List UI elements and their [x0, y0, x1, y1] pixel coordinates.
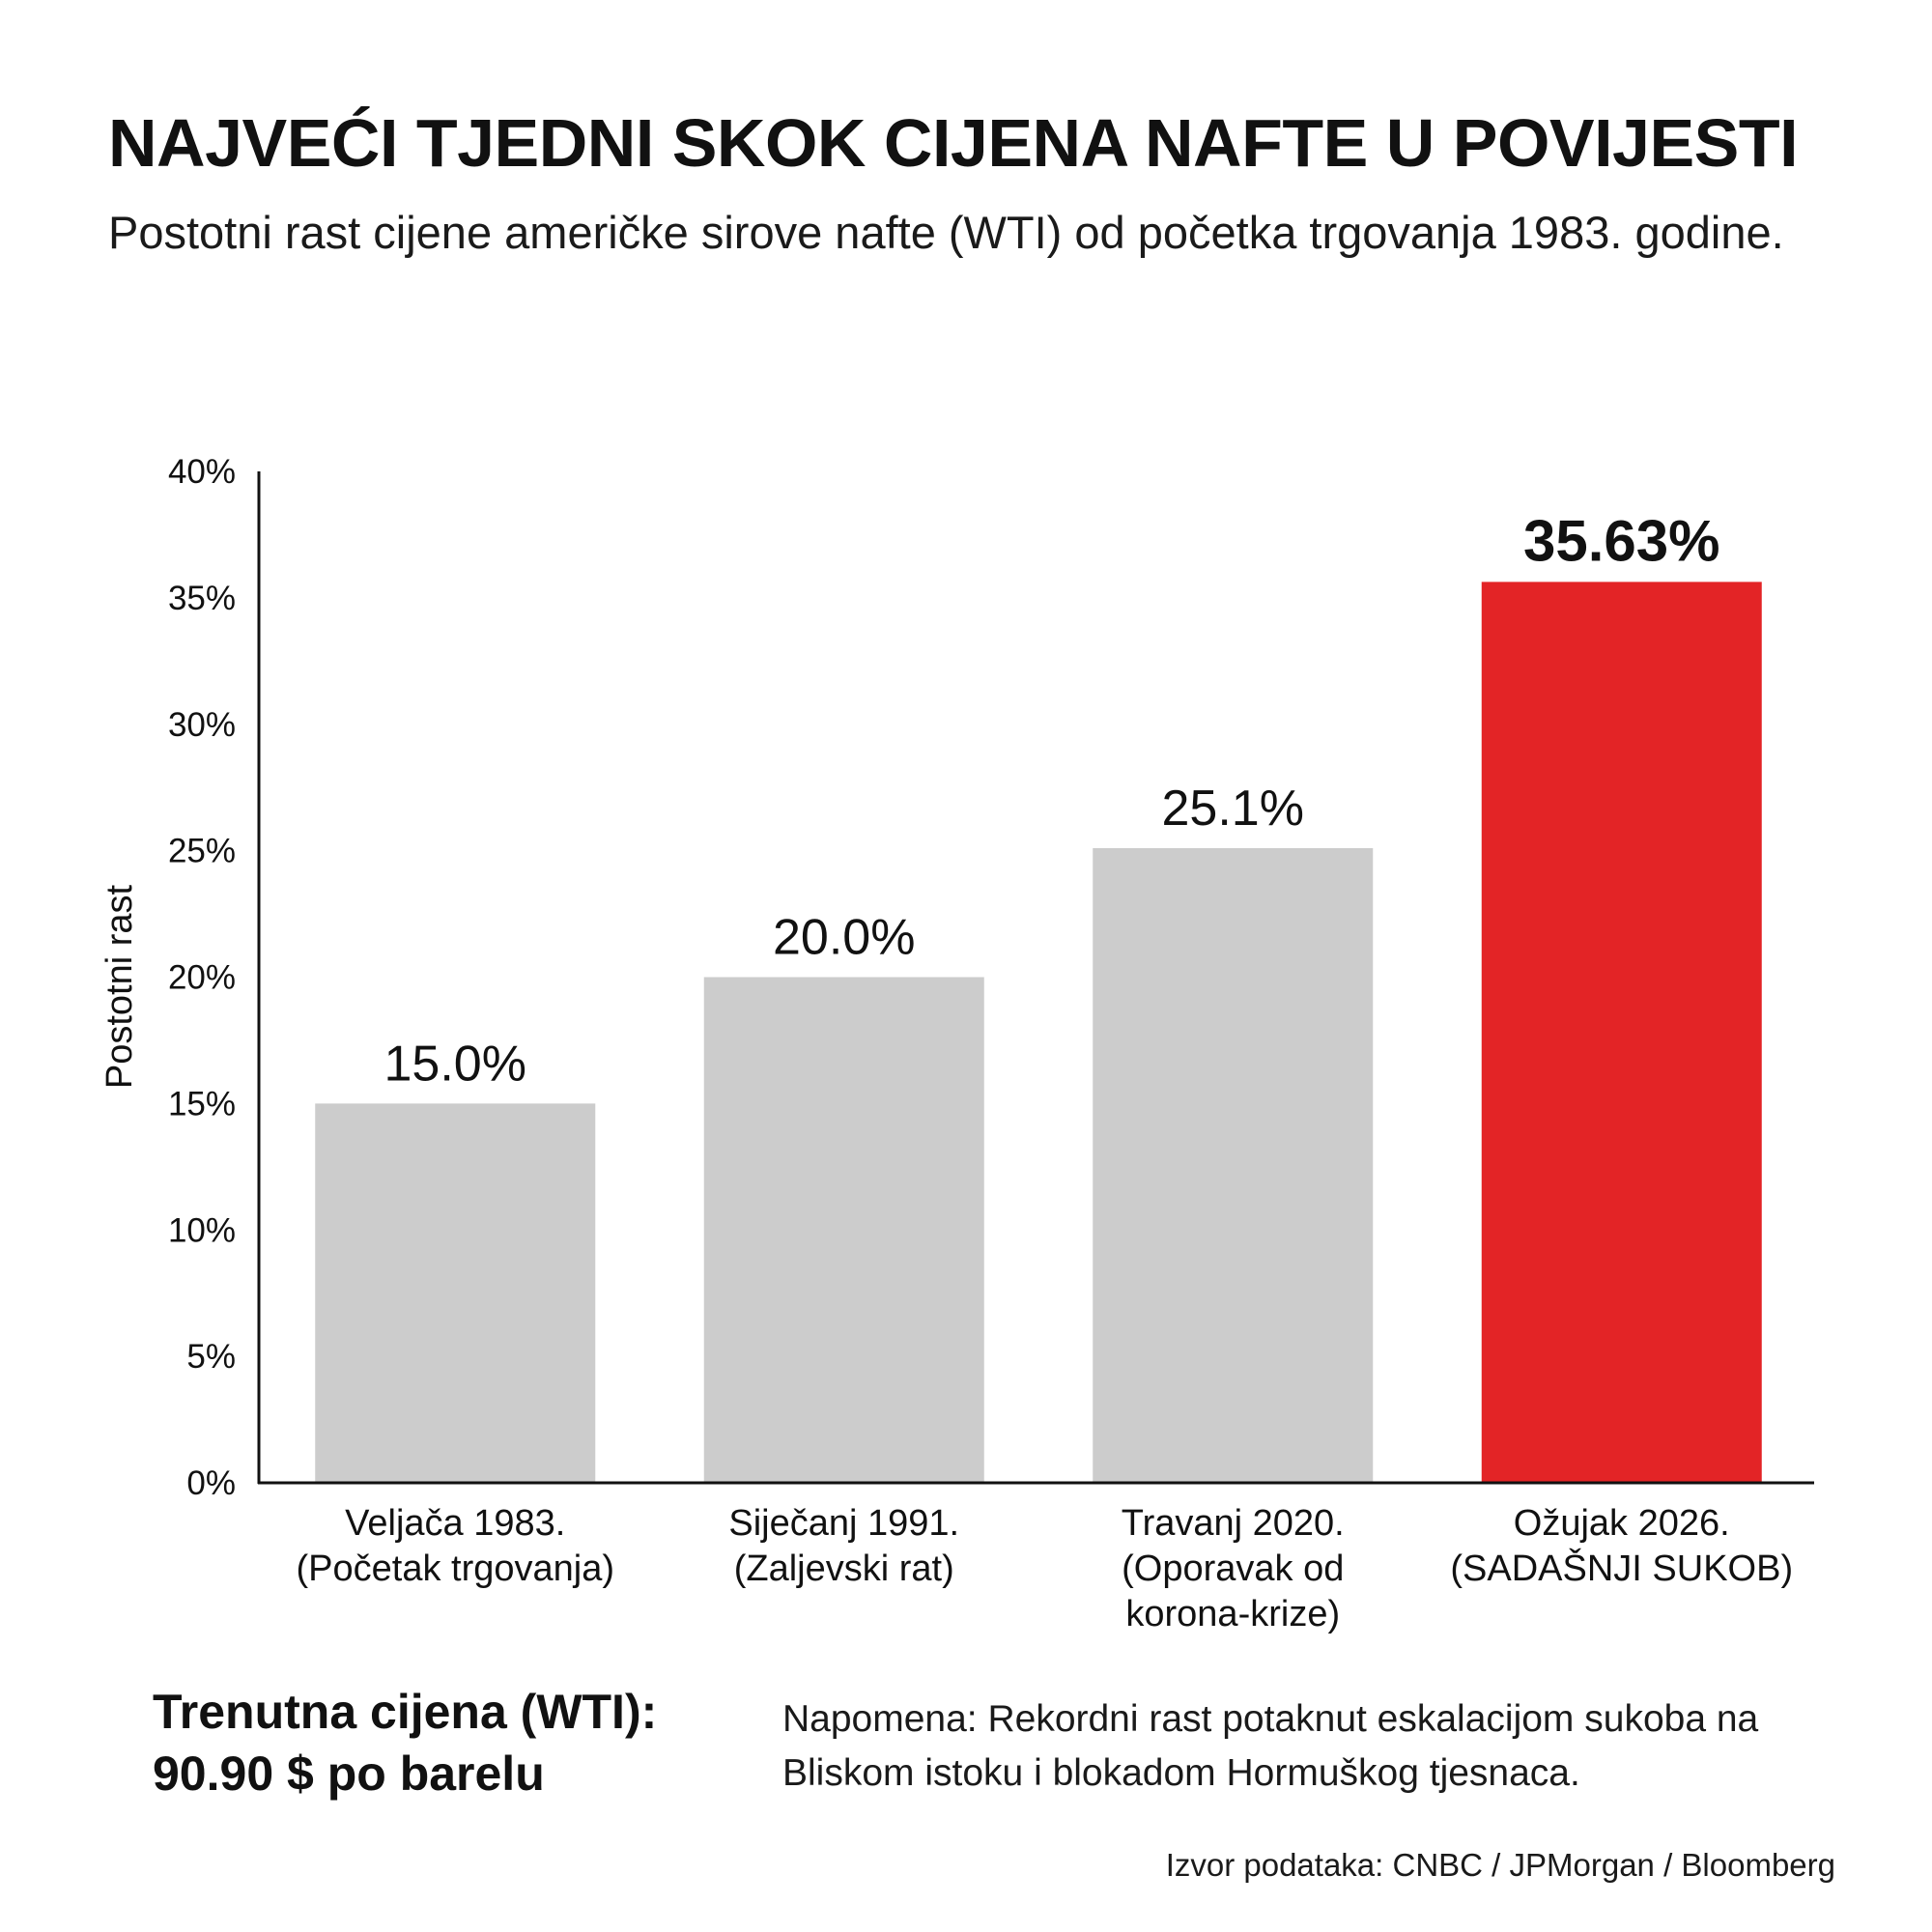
- bar-value-label: 15.0%: [384, 1036, 526, 1092]
- y-tick-label: 35%: [168, 580, 236, 617]
- y-tick-label: 15%: [168, 1085, 236, 1122]
- bars: [315, 582, 1762, 1483]
- bar: [703, 977, 984, 1483]
- y-tick-label: 20%: [168, 959, 236, 997]
- category-label: Ožujak 2026. (SADAŠNJI SUKOB): [1450, 1503, 1793, 1589]
- y-tick-label: 25%: [168, 833, 236, 870]
- y-tick-label: 30%: [168, 706, 236, 744]
- bar-value-labels: 15.0% 20.0% 25.1% 35.63%: [384, 508, 1720, 1092]
- category-label: Travanj 2020. (Oporavak od korona-krize): [1122, 1503, 1345, 1634]
- current-price-label: Trenutna cijena (WTI):: [153, 1685, 658, 1739]
- y-tick-label: 10%: [168, 1211, 236, 1249]
- bar-chart: 0% 5% 10% 15% 20% 25% 30% 35% 40% 15.0% 20.0% 25.1…: [99, 453, 1814, 1634]
- bar-value-label: 25.1%: [1162, 781, 1304, 837]
- chart-subtitle: Postotni rast cijene američke sirove naf…: [108, 207, 1784, 258]
- current-price: Trenutna cijena (WTI): 90.90 $ po barelu: [153, 1681, 752, 1804]
- category-labels: Veljača 1983. (Početak trgovanja) Siječanj…: [297, 1503, 1794, 1634]
- bar-value-label: 35.63%: [1523, 508, 1720, 573]
- y-tick-label: 40%: [168, 453, 236, 491]
- current-price-value: 90.90 $ po barelu: [153, 1747, 545, 1801]
- y-tick-label: 0%: [186, 1464, 236, 1502]
- y-tick-label: 5%: [186, 1338, 236, 1376]
- chart-title: NAJVEĆI TJEDNI SKOK CIJENA NAFTE U POVIJ…: [108, 105, 1799, 181]
- bar: [1481, 582, 1762, 1483]
- category-label: Veljača 1983. (Početak trgovanja): [297, 1503, 615, 1589]
- footnote: Napomena: Rekordni rast potaknut eskalac…: [782, 1698, 1759, 1794]
- y-axis-ticks: 0% 5% 10% 15% 20% 25% 30% 35% 40%: [168, 453, 236, 1502]
- category-label: Siječanj 1991. (Zaljevski rat): [728, 1503, 959, 1589]
- bar: [1093, 848, 1374, 1483]
- data-source: Izvor podataka: CNBC / JPMorgan / Bloomb…: [1165, 1847, 1835, 1883]
- bar-value-label: 20.0%: [773, 910, 915, 966]
- y-axis-title: Postotni rast: [99, 884, 140, 1089]
- bar: [315, 1103, 596, 1483]
